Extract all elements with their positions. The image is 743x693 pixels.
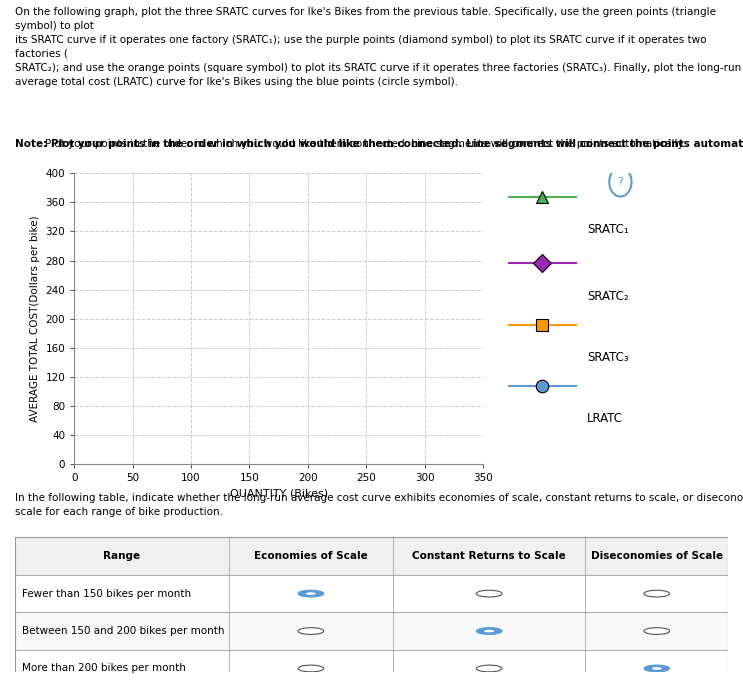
Text: In the following table, indicate whether the long-run average cost curve exhibit: In the following table, indicate whether… [15,493,743,516]
Text: SRATC₂: SRATC₂ [587,290,629,303]
Circle shape [644,628,669,634]
Bar [15,538,728,687]
Text: Fewer than 150 bikes per month: Fewer than 150 bikes per month [22,588,191,599]
Circle shape [652,667,662,669]
Text: Note: Plot your points in the order in which you would like them connected. Line: Note: Plot your points in the order in w… [15,139,743,148]
Bar [15,650,728,687]
Circle shape [476,665,502,672]
Text: Between 150 and 200 bikes per month: Between 150 and 200 bikes per month [22,626,224,636]
Text: Plot your points in the order in which you would like them connected. Line segme: Plot your points in the order in which y… [45,139,685,148]
Text: SRATC₃: SRATC₃ [587,351,629,364]
Text: Constant Returns to Scale: Constant Returns to Scale [412,551,566,561]
Bar [15,575,728,613]
Circle shape [298,665,324,672]
Bar [15,538,728,575]
Circle shape [298,590,324,597]
Text: More than 200 bikes per month: More than 200 bikes per month [22,663,186,674]
Circle shape [644,665,669,672]
Circle shape [306,593,316,595]
Text: On the following graph, plot the three SRATC curves for Ike's Bikes from the pre: On the following graph, plot the three S… [15,7,741,87]
Circle shape [476,590,502,597]
Text: Diseconomies of Scale: Diseconomies of Scale [591,551,723,561]
Text: Range: Range [103,551,140,561]
Circle shape [298,628,324,634]
X-axis label: QUANTITY (Bikes): QUANTITY (Bikes) [230,489,328,499]
Circle shape [609,168,632,197]
Text: ?: ? [617,177,623,187]
Bar [15,613,728,650]
Text: LRATC: LRATC [587,412,623,425]
Text: Economies of Scale: Economies of Scale [254,551,368,561]
Circle shape [484,630,494,632]
Y-axis label: AVERAGE TOTAL COST(Dollars per bike): AVERAGE TOTAL COST(Dollars per bike) [30,216,40,422]
Circle shape [476,628,502,634]
Text: SRATC₁: SRATC₁ [587,222,629,236]
Circle shape [644,590,669,597]
